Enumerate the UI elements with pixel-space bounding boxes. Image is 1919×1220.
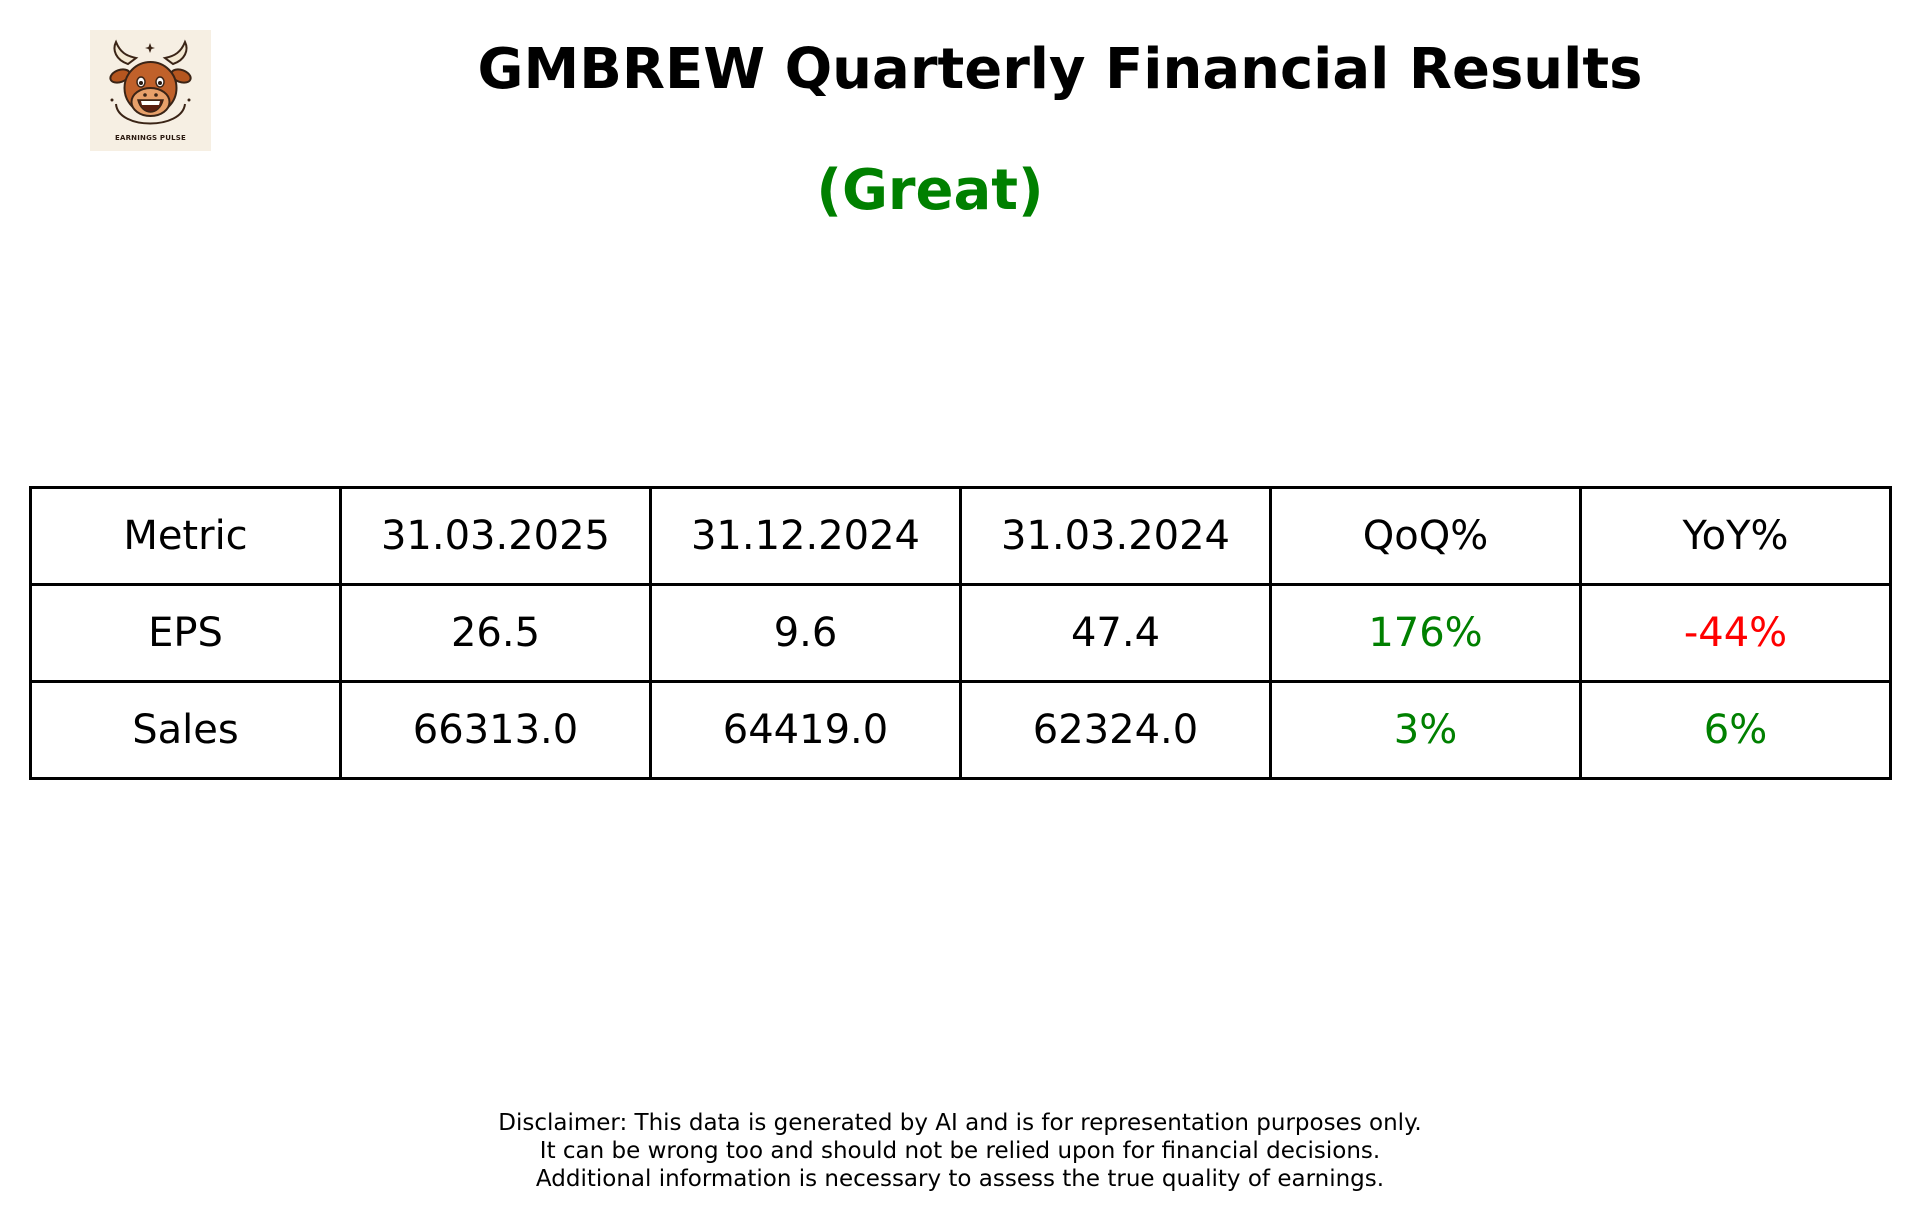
column-header: 31.12.2024	[649, 486, 962, 586]
value-cell: 26.5	[339, 583, 652, 683]
results-table: Metric 31.03.2025 31.12.2024 31.03.2024 …	[29, 486, 1892, 780]
column-header: 31.03.2024	[959, 486, 1272, 586]
value-cell: 66313.0	[339, 680, 652, 780]
logo-text: EARNINGS PULSE	[114, 134, 187, 142]
disclaimer-line: Disclaimer: This data is generated by AI…	[498, 1110, 1422, 1136]
bull-mascot-icon	[109, 39, 192, 125]
table-row: EPS 26.5 9.6 47.4 176% -44%	[29, 583, 1892, 683]
value-cell: 62324.0	[959, 680, 1272, 780]
table-row: Sales 66313.0 64419.0 62324.0 3% 6%	[29, 680, 1892, 780]
value-cell: 47.4	[959, 583, 1272, 683]
metric-cell: Sales	[29, 680, 342, 780]
metric-cell: EPS	[29, 583, 342, 683]
column-header: QoQ%	[1269, 486, 1582, 586]
disclaimer-line: It can be wrong too and should not be re…	[539, 1138, 1381, 1164]
qoq-cell: 176%	[1269, 583, 1582, 683]
value-cell: 9.6	[649, 583, 962, 683]
disclaimer-line: Additional information is necessary to a…	[535, 1166, 1385, 1192]
earnings-pulse-logo: EARNINGS PULSE	[90, 30, 211, 151]
yoy-cell: -44%	[1579, 583, 1892, 683]
table-header-row: Metric 31.03.2025 31.12.2024 31.03.2024 …	[29, 486, 1892, 586]
disclaimer: Disclaimer: This data is generated by AI…	[360, 1109, 1560, 1193]
page-title: GMBREW Quarterly Financial Results	[477, 37, 1643, 102]
column-header: 31.03.2025	[339, 486, 652, 586]
value-cell: 64419.0	[649, 680, 962, 780]
qoq-cell: 3%	[1269, 680, 1582, 780]
yoy-cell: 6%	[1579, 680, 1892, 780]
column-header: Metric	[29, 486, 342, 586]
column-header: YoY%	[1579, 486, 1892, 586]
rating-label: (Great)	[816, 158, 1044, 223]
